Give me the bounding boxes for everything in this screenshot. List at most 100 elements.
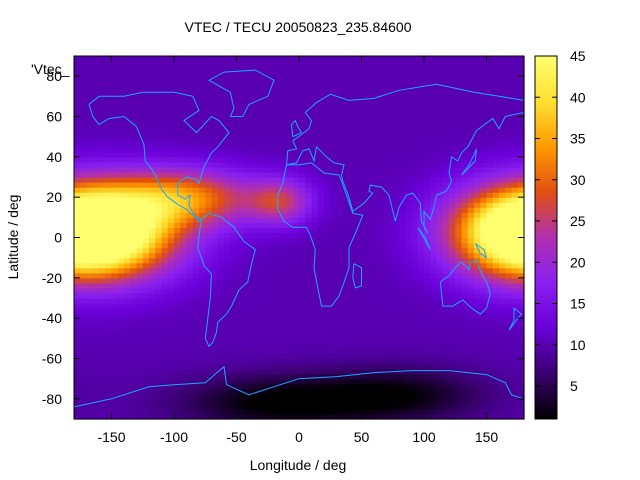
heat-cell: [74, 252, 81, 259]
heat-cell: [380, 81, 388, 87]
heat-cell: [117, 368, 125, 375]
heat-cell: [74, 383, 81, 390]
heat-cell: [449, 262, 456, 269]
heat-cell: [492, 177, 500, 183]
heat-cell: [342, 338, 350, 344]
heat-cell: [274, 388, 281, 395]
heat-cell: [249, 171, 256, 178]
heat-cell: [180, 171, 188, 178]
heat-cell: [392, 373, 400, 380]
heat-cell: [105, 182, 113, 188]
heat-cell: [336, 328, 344, 334]
heat-cell: [480, 282, 488, 289]
heat-cell: [205, 146, 213, 153]
heat-cell: [480, 197, 488, 203]
heat-cell: [511, 192, 519, 198]
heat-cell: [86, 257, 94, 264]
heat-cell: [299, 358, 306, 365]
heat-cell: [492, 192, 500, 198]
heat-cell: [361, 106, 369, 113]
heat-cell: [324, 408, 331, 415]
heat-cell: [167, 323, 175, 329]
heat-cell: [336, 338, 344, 344]
heat-cell: [92, 363, 100, 370]
heat-cell: [299, 308, 306, 314]
heat-cell: [349, 247, 356, 254]
heat-cell: [324, 388, 331, 395]
heat-cell: [274, 413, 281, 420]
heat-cell: [305, 363, 313, 370]
heat-cell: [74, 287, 81, 294]
heat-cell: [361, 328, 369, 334]
heat-cell: [124, 323, 131, 329]
heat-cell: [167, 151, 175, 158]
heat-cell: [411, 116, 419, 123]
heat-cell: [417, 252, 425, 259]
heat-cell: [467, 252, 475, 259]
heat-cell: [211, 247, 219, 254]
heat-cell: [261, 86, 269, 92]
heat-cell: [186, 141, 194, 148]
heat-cell: [405, 298, 413, 304]
heat-cell: [224, 222, 231, 229]
heat-cell: [161, 378, 169, 385]
heat-cell: [367, 398, 375, 405]
heat-cell: [436, 131, 444, 138]
heat-cell: [467, 111, 475, 118]
heat-cell: [317, 368, 325, 375]
heat-cell: [236, 121, 244, 128]
heat-cell: [274, 126, 281, 133]
heat-cell: [411, 378, 419, 385]
heat-cell: [117, 287, 125, 294]
heat-cell: [230, 71, 238, 77]
heat-cell: [111, 126, 119, 133]
heat-cell: [167, 106, 175, 113]
heat-cell: [374, 338, 381, 344]
heat-cell: [492, 333, 500, 339]
heat-cell: [92, 383, 100, 390]
heat-cell: [461, 101, 469, 108]
heat-cell: [299, 126, 306, 133]
heat-cell: [274, 136, 281, 143]
heat-cell: [155, 156, 163, 163]
heat-cell: [455, 71, 463, 77]
heat-cell: [424, 298, 431, 304]
heat-cell: [180, 212, 188, 218]
heat-cell: [124, 66, 131, 72]
heat-cell: [361, 252, 369, 259]
heat-cell: [255, 252, 263, 259]
heat-cell: [192, 403, 200, 410]
heat-cell: [80, 227, 88, 234]
heat-cell: [242, 298, 250, 304]
heat-cell: [474, 76, 481, 82]
heat-cell: [211, 292, 219, 299]
heat-cell: [305, 202, 313, 208]
heat-cell: [392, 398, 400, 405]
heat-cell: [330, 156, 338, 163]
heat-cell: [386, 76, 394, 82]
heat-cell: [311, 161, 319, 168]
heat-cell: [474, 303, 481, 309]
heat-cell: [117, 182, 125, 188]
heat-cell: [124, 227, 131, 234]
heat-cell: [442, 86, 450, 92]
heat-cell: [236, 136, 244, 143]
heat-cell: [130, 383, 138, 390]
heat-cell: [86, 308, 94, 314]
heat-cell: [292, 217, 300, 223]
heat-cell: [324, 161, 331, 168]
heat-cell: [136, 358, 144, 365]
heat-cell: [486, 161, 494, 168]
heat-cell: [342, 247, 350, 254]
heat-cell: [74, 71, 81, 77]
heat-cell: [380, 303, 388, 309]
heat-cell: [305, 222, 313, 229]
heat-cell: [249, 363, 256, 370]
heat-cell: [411, 348, 419, 355]
heat-cell: [255, 343, 263, 350]
heat-cell: [474, 91, 481, 97]
heat-cell: [455, 146, 463, 153]
heat-cell: [230, 308, 238, 314]
heat-cell: [430, 81, 438, 87]
heat-cell: [349, 298, 356, 304]
